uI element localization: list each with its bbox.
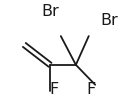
Text: F: F <box>50 82 59 97</box>
Text: Br: Br <box>101 13 118 28</box>
Text: F: F <box>86 82 96 97</box>
Text: Br: Br <box>41 4 59 19</box>
